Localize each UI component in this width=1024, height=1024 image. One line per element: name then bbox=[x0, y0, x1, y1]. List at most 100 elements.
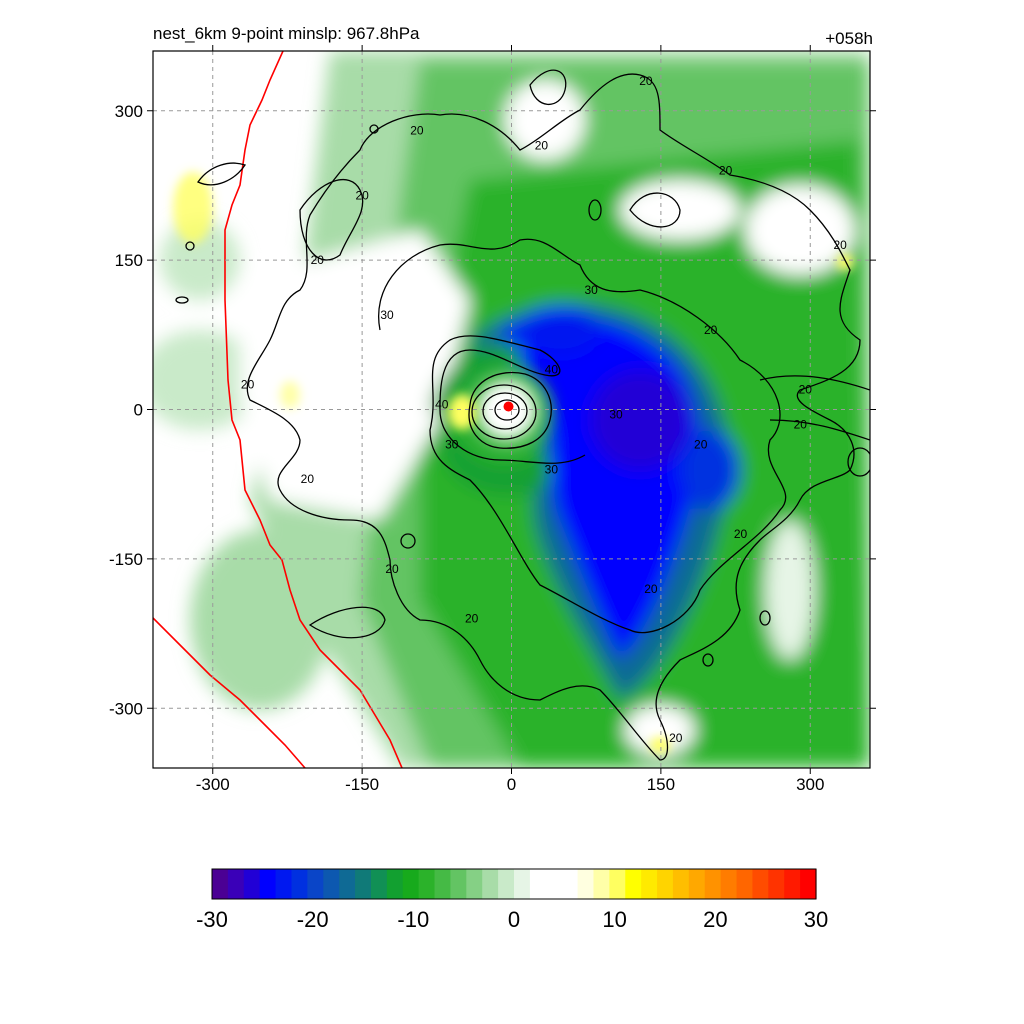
colorbar-swatch bbox=[482, 869, 499, 899]
contour-label: 20 bbox=[833, 238, 847, 252]
colorbar-swatch bbox=[688, 869, 706, 899]
contour-label-text: 20 bbox=[734, 527, 748, 541]
colorbar-swatch bbox=[657, 869, 674, 899]
colorbar-swatch bbox=[227, 869, 245, 899]
contour-label-text: 30 bbox=[609, 407, 623, 421]
contour-20-outer bbox=[246, 73, 861, 761]
contour-label: 20 bbox=[644, 582, 658, 596]
colorbar-swatch bbox=[529, 869, 547, 899]
chart-title: nest_6km 9-point minslp: 967.8hPa bbox=[153, 24, 420, 43]
contour-20-small-1 bbox=[400, 533, 416, 549]
contour-label: 30 bbox=[584, 283, 598, 297]
contour-label: 20 bbox=[639, 74, 653, 88]
colorbar-swatch bbox=[307, 869, 324, 899]
colorbar-swatch bbox=[752, 869, 769, 899]
colorbar-swatch bbox=[450, 869, 467, 899]
colorbar-frame bbox=[211, 868, 817, 900]
contour-20-sw-lobe bbox=[308, 606, 386, 639]
contour-label-text: 30 bbox=[584, 283, 598, 297]
colorbar-swatch bbox=[736, 869, 754, 899]
colorbar-swatch bbox=[370, 869, 388, 899]
contour-label-text: 20 bbox=[694, 437, 708, 451]
contour-label: 30 bbox=[545, 462, 559, 476]
colorbar-tick-label: -10 bbox=[397, 907, 429, 932]
contour-20-west-ring bbox=[299, 179, 364, 261]
colorbar-swatch bbox=[466, 869, 483, 899]
colorbar-swatch bbox=[545, 869, 563, 899]
colorbar-swatch bbox=[577, 869, 595, 899]
contour-label-text: 30 bbox=[380, 308, 394, 322]
colorbar-swatch bbox=[434, 869, 452, 899]
contour-label-text: 20 bbox=[669, 731, 683, 745]
contour-label-text: 20 bbox=[799, 383, 813, 397]
colorbar-swatch bbox=[625, 869, 642, 899]
contour-label: 30 bbox=[609, 407, 623, 421]
contour-40-inner bbox=[494, 399, 520, 421]
contour-20-small-4 bbox=[588, 199, 602, 221]
colorbar-swatch bbox=[609, 869, 626, 899]
contour-label: 20 bbox=[734, 527, 748, 541]
contour-label: 20 bbox=[465, 612, 479, 626]
contour-label: 20 bbox=[241, 378, 255, 392]
contour-20-small-2 bbox=[759, 610, 771, 626]
contour-label: 20 bbox=[410, 124, 424, 138]
contour-label: 20 bbox=[669, 731, 683, 745]
colorbar-tick-label: 10 bbox=[602, 907, 626, 932]
contour-label-text: 20 bbox=[355, 188, 369, 202]
colorbar-tick-label: 0 bbox=[508, 907, 520, 932]
contour-label-text: 30 bbox=[545, 462, 559, 476]
outer-domain-edge bbox=[153, 617, 306, 768]
colorbar-swatch bbox=[275, 869, 293, 899]
contour-label: 30 bbox=[445, 437, 459, 451]
contour-20-nw-blob bbox=[197, 162, 247, 186]
contour-labels: 40 40 30 30 30 30 30 20 20 20 20 20 20 20 20 20 20 20 20 20… bbox=[241, 74, 847, 745]
colorbar-swatch bbox=[641, 869, 658, 899]
contour-20-small-5 bbox=[185, 241, 195, 251]
colorbar-swatch bbox=[498, 869, 515, 899]
inner-domain-edge bbox=[224, 51, 403, 768]
contour-40-ring2 bbox=[482, 392, 528, 430]
contour-label: 20 bbox=[799, 383, 813, 397]
colorbar-swatch bbox=[386, 869, 404, 899]
colorbar-swatch bbox=[212, 869, 229, 899]
colorbar-swatch bbox=[720, 869, 738, 899]
contour-20-east-tail bbox=[759, 375, 870, 391]
contour-label: 20 bbox=[301, 472, 315, 486]
contour-20-north-ring bbox=[529, 69, 567, 106]
colorbar-tick-label: -30 bbox=[196, 907, 228, 932]
colorbar-swatch bbox=[418, 869, 436, 899]
x-tick-label: -150 bbox=[345, 775, 379, 794]
colorbar-swatch bbox=[561, 869, 579, 899]
contour-label: 40 bbox=[545, 363, 559, 377]
contour-label-text: 20 bbox=[410, 124, 424, 138]
contour-label: 20 bbox=[694, 437, 708, 451]
colorbar-swatch bbox=[402, 869, 420, 899]
contour-label-text: 30 bbox=[445, 437, 459, 451]
storm-center-marker bbox=[503, 401, 514, 412]
x-tick-label: 300 bbox=[796, 775, 824, 794]
contour-label: 30 bbox=[380, 308, 394, 322]
colorbar-swatch bbox=[514, 869, 531, 899]
contour-20-east-tail2 bbox=[769, 419, 870, 441]
colorbar-swatch bbox=[704, 869, 722, 899]
contour-20-small-8 bbox=[847, 447, 870, 477]
contour-label-text: 20 bbox=[704, 323, 718, 337]
y-tick-label: -150 bbox=[109, 550, 143, 569]
colorbar-swatch bbox=[323, 869, 340, 899]
x-axis: -300 -150 0 150 300 bbox=[196, 45, 824, 794]
colorbar-swatch bbox=[800, 869, 817, 899]
contour-lines bbox=[175, 69, 870, 761]
colorbar-swatch bbox=[339, 869, 356, 899]
contour-label-text: 40 bbox=[545, 363, 559, 377]
contour-label-text: 20 bbox=[644, 582, 658, 596]
colorbar-swatch bbox=[593, 869, 610, 899]
colorbar-tick-label: 30 bbox=[804, 907, 828, 932]
y-tick-label: 150 bbox=[115, 251, 143, 270]
contour-label: 20 bbox=[794, 417, 808, 431]
y-tick-label: -300 bbox=[109, 699, 143, 718]
shaded-field bbox=[153, 51, 870, 768]
contour-label: 20 bbox=[355, 188, 369, 202]
contour-label-text: 20 bbox=[794, 417, 808, 431]
contour-label-text: 20 bbox=[301, 472, 315, 486]
